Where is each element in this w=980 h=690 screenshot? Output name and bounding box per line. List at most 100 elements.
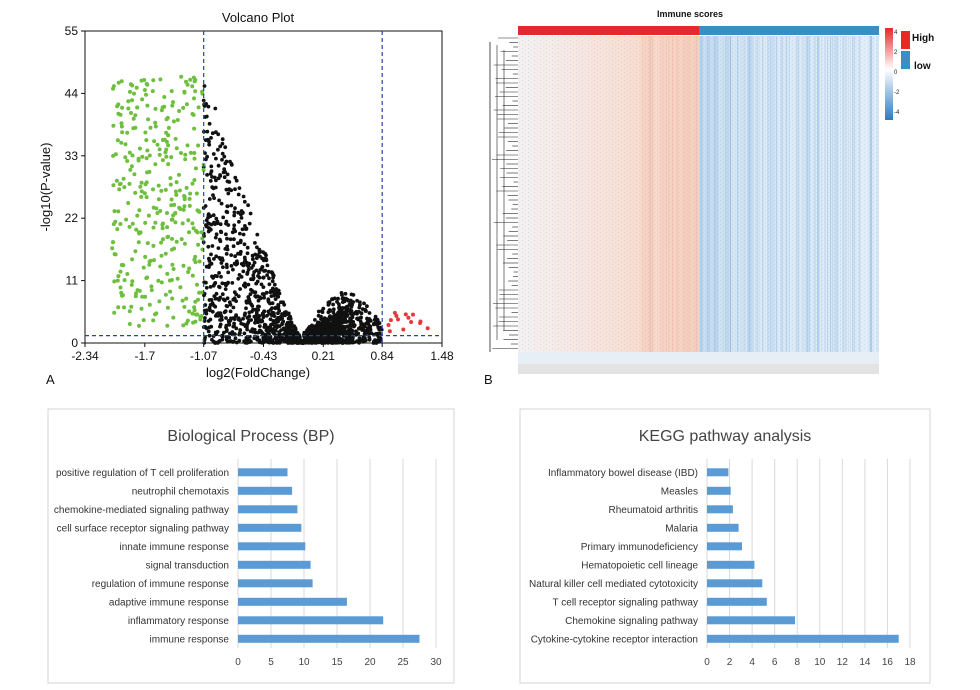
volcano-point — [235, 259, 239, 264]
category-label: Rheumatoid arthritis — [609, 505, 698, 516]
category-label: Natural killer cell mediated cytotoxicit… — [529, 579, 698, 590]
volcano-point — [236, 210, 241, 215]
volcano-point — [253, 317, 258, 322]
category-label: signal transduction — [146, 560, 229, 571]
heatmap-streak — [835, 36, 837, 352]
volcano-point — [285, 326, 289, 331]
volcano-point — [210, 131, 215, 136]
heatmap-streak — [767, 36, 769, 352]
volcano-point — [261, 250, 265, 255]
volcano-point — [264, 290, 269, 295]
volcano-point — [214, 216, 219, 221]
volcano-point — [166, 143, 171, 148]
volcano-point — [231, 244, 236, 249]
volcano-point — [140, 154, 145, 159]
volcano-point — [155, 211, 160, 215]
heatmap-streak — [688, 36, 690, 352]
volcano-point — [128, 89, 132, 94]
heatmap-streak — [817, 36, 818, 352]
volcano-point — [211, 193, 215, 198]
volcano-point — [163, 187, 168, 192]
volcano-point — [277, 291, 282, 296]
volcano-point — [153, 124, 158, 129]
volcano-point — [256, 304, 260, 309]
volcano-point — [218, 324, 222, 329]
volcano-point — [164, 117, 169, 122]
volcano-point — [122, 185, 127, 190]
volcano-point — [129, 304, 134, 309]
heatmap-streak — [717, 36, 719, 352]
volcano-point — [208, 303, 213, 307]
category-label: Cytokine-cytokine receptor interaction — [531, 634, 698, 645]
volcano-point — [146, 117, 151, 122]
volcano-point — [204, 102, 209, 106]
volcano-point — [213, 106, 218, 111]
x-tick-label: 25 — [397, 657, 409, 668]
volcano-point — [133, 249, 138, 254]
volcano-point — [116, 274, 121, 279]
volcano-point — [209, 136, 213, 140]
volcano-point — [331, 310, 336, 315]
volcano-point — [159, 253, 164, 258]
volcano-point — [238, 240, 243, 245]
volcano-point — [204, 285, 209, 290]
volcano-point — [191, 226, 196, 231]
volcano-point — [114, 178, 119, 183]
volcano-point — [195, 230, 200, 235]
heatmap-streak — [797, 36, 799, 352]
volcano-point — [133, 113, 138, 118]
volcano-point — [129, 282, 134, 287]
volcano-point — [245, 270, 250, 275]
volcano-point — [207, 263, 212, 267]
volcano-point — [214, 178, 218, 183]
volcano-point — [134, 85, 139, 90]
volcano-point — [248, 292, 253, 297]
volcano-point — [374, 338, 379, 343]
volcano-point — [229, 188, 234, 193]
volcano-point — [246, 203, 251, 208]
volcano-point — [170, 217, 175, 222]
heatmap-streak — [798, 36, 800, 352]
volcano-point — [190, 112, 195, 116]
volcano-point — [373, 314, 378, 319]
heatmap-streak — [814, 36, 815, 352]
volcano-point — [236, 294, 241, 299]
volcano-point — [209, 252, 213, 257]
volcano-point — [387, 329, 392, 334]
volcano-point — [316, 313, 321, 318]
category-label: positive regulation of T cell proliferat… — [56, 468, 229, 479]
volcano-point — [214, 254, 219, 259]
volcano-point — [152, 139, 157, 144]
volcano-point — [143, 294, 148, 299]
volcano-point — [351, 320, 356, 324]
volcano-point — [216, 147, 220, 152]
volcano-ytick-label: 44 — [65, 86, 79, 100]
heatmap-streak — [649, 36, 651, 352]
bar — [238, 616, 384, 625]
volcano-point — [203, 303, 208, 307]
bar — [238, 634, 420, 643]
volcano-point — [118, 222, 123, 226]
volcano-point — [130, 221, 135, 226]
heatmap-streak — [715, 36, 717, 352]
volcano-point — [225, 247, 230, 252]
heatmap-streak — [672, 36, 673, 352]
volcano-point — [151, 78, 156, 83]
volcano-point — [270, 339, 274, 343]
heatmap-streak — [669, 36, 671, 352]
volcano-point — [195, 282, 199, 287]
volcano-point — [180, 221, 185, 226]
bar — [238, 505, 298, 514]
volcano-point — [111, 240, 116, 245]
heatmap-streak — [649, 36, 651, 352]
volcano-point — [190, 84, 195, 89]
heatmap-streak — [769, 36, 771, 352]
volcano-point — [213, 175, 217, 180]
heatmap-streak — [807, 36, 809, 352]
volcano-point — [302, 335, 307, 340]
x-tick-label: 2 — [727, 657, 733, 668]
bp-bars — [238, 468, 420, 643]
heatmap-streak — [845, 36, 847, 352]
heatmap-streak — [728, 36, 729, 352]
volcano-point — [203, 335, 208, 340]
